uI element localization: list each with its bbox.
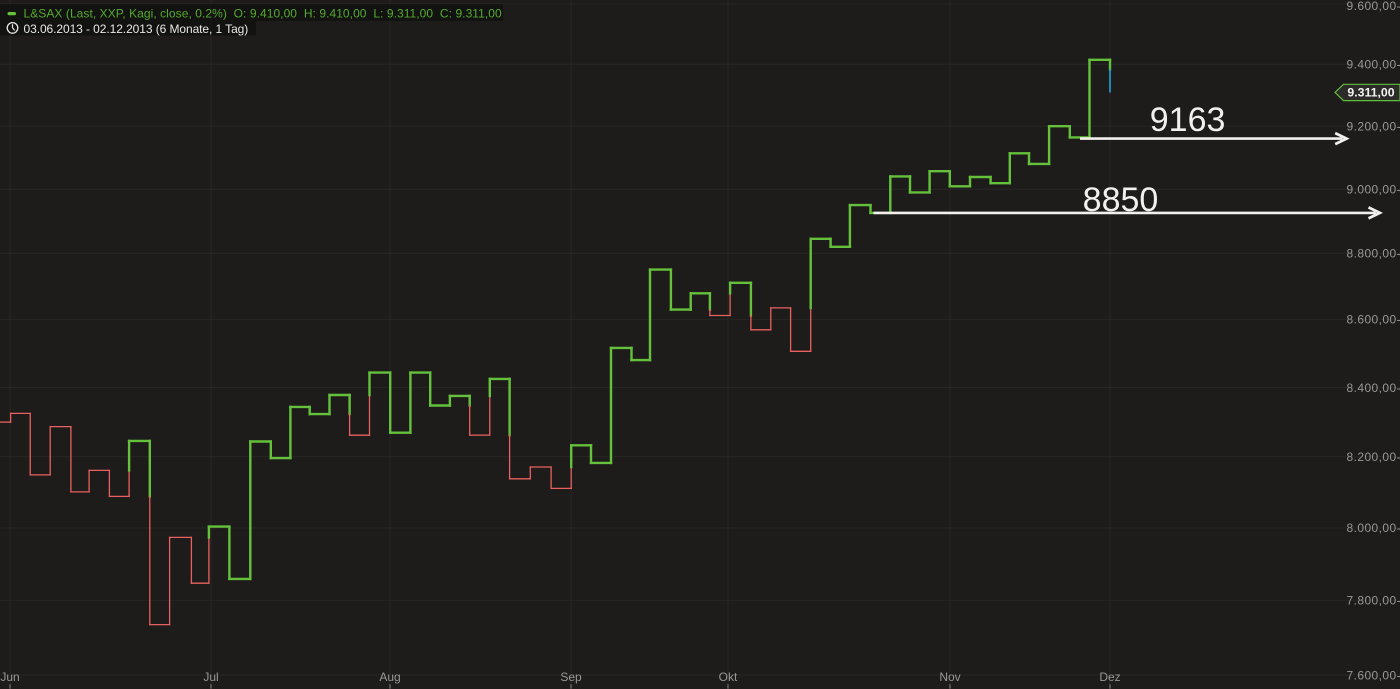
svg-text:9163: 9163 — [1150, 101, 1226, 139]
svg-text:9.600,00-: 9.600,00- — [1347, 0, 1400, 13]
svg-text:7.800,00-: 7.800,00- — [1347, 594, 1400, 608]
svg-text:9.000,00-: 9.000,00- — [1347, 183, 1400, 197]
svg-text:L&SAX (Last, XXP, Kagi, close,: L&SAX (Last, XXP, Kagi, close, 0.2%) O: … — [24, 6, 503, 20]
svg-text:9.200,00-: 9.200,00- — [1347, 119, 1400, 133]
svg-text:8850: 8850 — [1083, 181, 1159, 219]
svg-text:7.600,00-: 7.600,00- — [1347, 668, 1400, 682]
svg-text:8.000,00-: 8.000,00- — [1347, 521, 1400, 535]
svg-text:Jun: Jun — [0, 670, 19, 684]
svg-text:Nov: Nov — [939, 670, 960, 684]
svg-text:8.400,00-: 8.400,00- — [1347, 381, 1400, 395]
svg-text:03.06.2013 - 02.12.2013 (6 Mon: 03.06.2013 - 02.12.2013 (6 Monate, 1 Tag… — [24, 22, 249, 36]
svg-text:Dez: Dez — [1099, 670, 1120, 684]
svg-text:Okt: Okt — [719, 670, 738, 684]
svg-text:Jul: Jul — [203, 670, 218, 684]
svg-text:8.600,00-: 8.600,00- — [1347, 313, 1400, 327]
svg-text:Sep: Sep — [560, 670, 582, 684]
svg-text:Aug: Aug — [379, 670, 400, 684]
svg-text:9.311,00: 9.311,00 — [1347, 86, 1394, 100]
svg-text:9.400,00-: 9.400,00- — [1347, 58, 1400, 72]
svg-text:8.200,00-: 8.200,00- — [1347, 450, 1400, 464]
svg-text:8.800,00-: 8.800,00- — [1347, 247, 1400, 261]
